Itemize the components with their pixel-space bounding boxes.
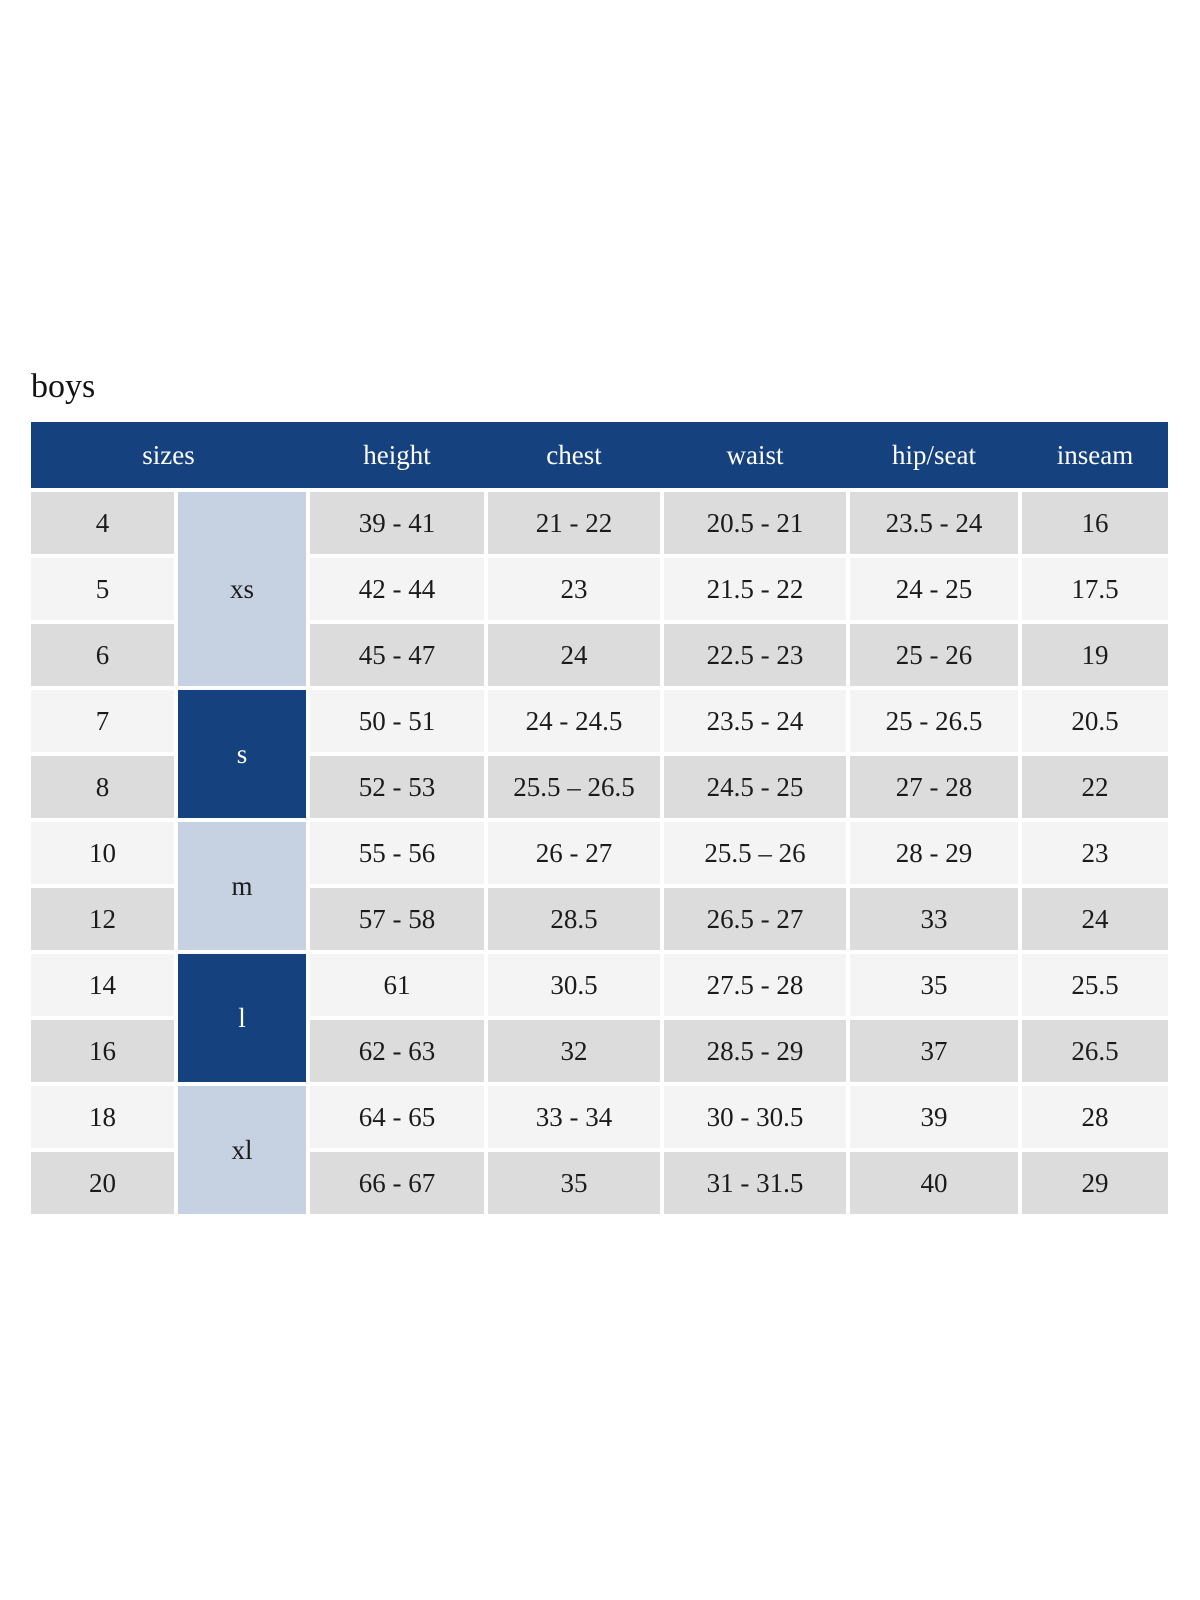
- cell-inseam: 23: [1022, 822, 1168, 884]
- cell-waist: 25.5 – 26: [664, 822, 846, 884]
- cell-hip-seat: 37: [850, 1020, 1018, 1082]
- cell-chest: 24: [488, 624, 660, 686]
- cell-chest: 28.5: [488, 888, 660, 950]
- column-header-waist: waist: [726, 439, 784, 470]
- cell-size: 16: [31, 1020, 174, 1082]
- table-header-row: sizes height chest waist hip/seat inseam: [31, 422, 1168, 488]
- cell-size: 14: [31, 954, 174, 1016]
- cell-height: 50 - 51: [310, 690, 484, 752]
- cell-size: 20: [31, 1152, 174, 1214]
- cell-height: 61: [310, 954, 484, 1016]
- cell-height: 55 - 56: [310, 822, 484, 884]
- cell-hip-seat: 40: [850, 1152, 1018, 1214]
- cell-height: 52 - 53: [310, 756, 484, 818]
- cell-waist: 24.5 - 25: [664, 756, 846, 818]
- group-cell-xl: xl: [178, 1086, 306, 1214]
- table-body: 4 39 - 41 21 - 22 20.5 - 21 23.5 - 24 16 5 42 -…: [31, 492, 1168, 1214]
- cell-hip-seat: 23.5 - 24: [850, 492, 1018, 554]
- cell-height: 62 - 63: [310, 1020, 484, 1082]
- cell-size: 12: [31, 888, 174, 950]
- cell-inseam: 24: [1022, 888, 1168, 950]
- cell-chest: 25.5 – 26.5: [488, 756, 660, 818]
- cell-inseam: 22: [1022, 756, 1168, 818]
- cell-hip-seat: 35: [850, 954, 1018, 1016]
- cell-chest: 33 - 34: [488, 1086, 660, 1148]
- page-title: boys: [31, 368, 96, 405]
- cell-waist: 21.5 - 22: [664, 558, 846, 620]
- group-cell-s: s: [178, 690, 306, 818]
- column-header-inseam: inseam: [1056, 439, 1134, 470]
- cell-hip-seat: 27 - 28: [850, 756, 1018, 818]
- cell-chest: 21 - 22: [488, 492, 660, 554]
- cell-inseam: 20.5: [1022, 690, 1168, 752]
- cell-height: 66 - 67: [310, 1152, 484, 1214]
- group-cell-l: l: [178, 954, 306, 1082]
- cell-chest: 26 - 27: [488, 822, 660, 884]
- cell-height: 39 - 41: [310, 492, 484, 554]
- cell-chest: 30.5: [488, 954, 660, 1016]
- group-cell-m: m: [178, 822, 306, 950]
- cell-inseam: 25.5: [1022, 954, 1168, 1016]
- cell-size: 5: [31, 558, 174, 620]
- cell-size: 8: [31, 756, 174, 818]
- cell-waist: 28.5 - 29: [664, 1020, 846, 1082]
- cell-waist: 27.5 - 28: [664, 954, 846, 1016]
- cell-height: 45 - 47: [310, 624, 484, 686]
- cell-hip-seat: 28 - 29: [850, 822, 1018, 884]
- cell-waist: 22.5 - 23: [664, 624, 846, 686]
- cell-hip-seat: 39: [850, 1086, 1018, 1148]
- cell-waist: 30 - 30.5: [664, 1086, 846, 1148]
- cell-size: 6: [31, 624, 174, 686]
- cell-size: 4: [31, 492, 174, 554]
- cell-chest: 24 - 24.5: [488, 690, 660, 752]
- cell-chest: 32: [488, 1020, 660, 1082]
- cell-size: 10: [31, 822, 174, 884]
- column-header-chest: chest: [546, 439, 602, 470]
- size-chart-table: sizes height chest waist hip/seat inseam…: [31, 422, 1168, 1214]
- cell-waist: 20.5 - 21: [664, 492, 846, 554]
- cell-waist: 26.5 - 27: [664, 888, 846, 950]
- cell-inseam: 17.5: [1022, 558, 1168, 620]
- cell-inseam: 19: [1022, 624, 1168, 686]
- cell-waist: 31 - 31.5: [664, 1152, 846, 1214]
- cell-chest: 35: [488, 1152, 660, 1214]
- group-cell-xs: xs: [178, 492, 306, 686]
- cell-waist: 23.5 - 24: [664, 690, 846, 752]
- cell-size: 7: [31, 690, 174, 752]
- cell-size: 18: [31, 1086, 174, 1148]
- cell-height: 42 - 44: [310, 558, 484, 620]
- cell-hip-seat: 24 - 25: [850, 558, 1018, 620]
- column-header-sizes: sizes: [142, 439, 195, 470]
- cell-inseam: 29: [1022, 1152, 1168, 1214]
- cell-inseam: 16: [1022, 492, 1168, 554]
- column-header-height: height: [363, 439, 431, 470]
- cell-inseam: 28: [1022, 1086, 1168, 1148]
- cell-height: 57 - 58: [310, 888, 484, 950]
- cell-hip-seat: 25 - 26.5: [850, 690, 1018, 752]
- cell-hip-seat: 25 - 26: [850, 624, 1018, 686]
- cell-inseam: 26.5: [1022, 1020, 1168, 1082]
- cell-height: 64 - 65: [310, 1086, 484, 1148]
- cell-chest: 23: [488, 558, 660, 620]
- cell-hip-seat: 33: [850, 888, 1018, 950]
- column-header-hip-seat: hip/seat: [892, 439, 976, 470]
